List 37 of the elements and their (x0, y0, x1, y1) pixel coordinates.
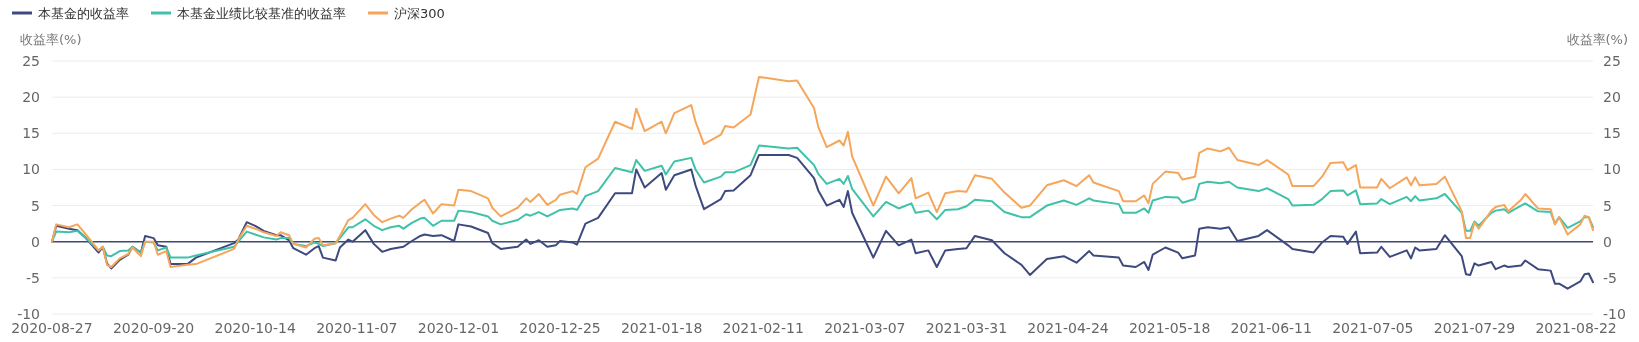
y2-tick-label: 15 (1603, 125, 1621, 142)
y-tick-label: 25 (22, 53, 40, 69)
y2-tick-label: 0 (1603, 233, 1612, 250)
x-tick-label: 2021-03-31 (925, 320, 1008, 336)
x-tick-label: 2021-05-18 (1128, 320, 1211, 336)
x-tick-label: 2020-11-07 (316, 320, 398, 336)
y2-tick-label: 25 (1603, 53, 1621, 69)
x-tick-label: 2020-08-27 (11, 320, 93, 336)
y-tick-label: 10 (22, 161, 40, 178)
y-tick-label: -10 (17, 306, 40, 322)
x-tick-label: 2021-06-11 (1230, 320, 1312, 336)
x-tick-label: 2020-12-25 (519, 320, 601, 336)
y-tick-label: -5 (26, 269, 40, 286)
y-tick-label: 20 (22, 89, 40, 106)
x-tick-label: 2021-01-18 (620, 320, 703, 336)
y-tick-label: 5 (31, 197, 40, 214)
x-tick-label: 2021-04-24 (1027, 320, 1109, 336)
y-axis-title: 收益率(%) (20, 32, 82, 47)
y2-tick-label: 20 (1603, 89, 1621, 106)
x-tick-label: 2020-10-14 (214, 320, 296, 336)
x-tick-label: 2020-09-20 (112, 320, 195, 336)
x-tick-label: 2020-12-01 (417, 320, 500, 336)
x-tick-label: 2021-03-07 (824, 320, 906, 336)
x-tick-label: 2021-07-05 (1332, 320, 1414, 336)
y2-tick-label: 5 (1603, 197, 1612, 214)
y-tick-label: 0 (31, 233, 40, 250)
legend-label: 沪深300 (394, 6, 445, 21)
y-tick-label: 15 (22, 125, 40, 142)
y2-tick-label: -10 (1603, 306, 1626, 322)
x-tick-label: 2021-08-22 (1535, 320, 1617, 336)
x-tick-label: 2021-02-11 (722, 320, 804, 336)
x-tick-label: 2021-07-29 (1433, 320, 1516, 336)
y2-tick-label: -5 (1603, 269, 1617, 286)
y2-axis-title: 收益率(%) (1566, 32, 1628, 47)
y2-tick-label: 10 (1603, 161, 1621, 178)
legend-label: 本基金业绩比较基准的收益率 (177, 6, 346, 21)
legend-label: 本基金的收益率 (38, 6, 129, 21)
